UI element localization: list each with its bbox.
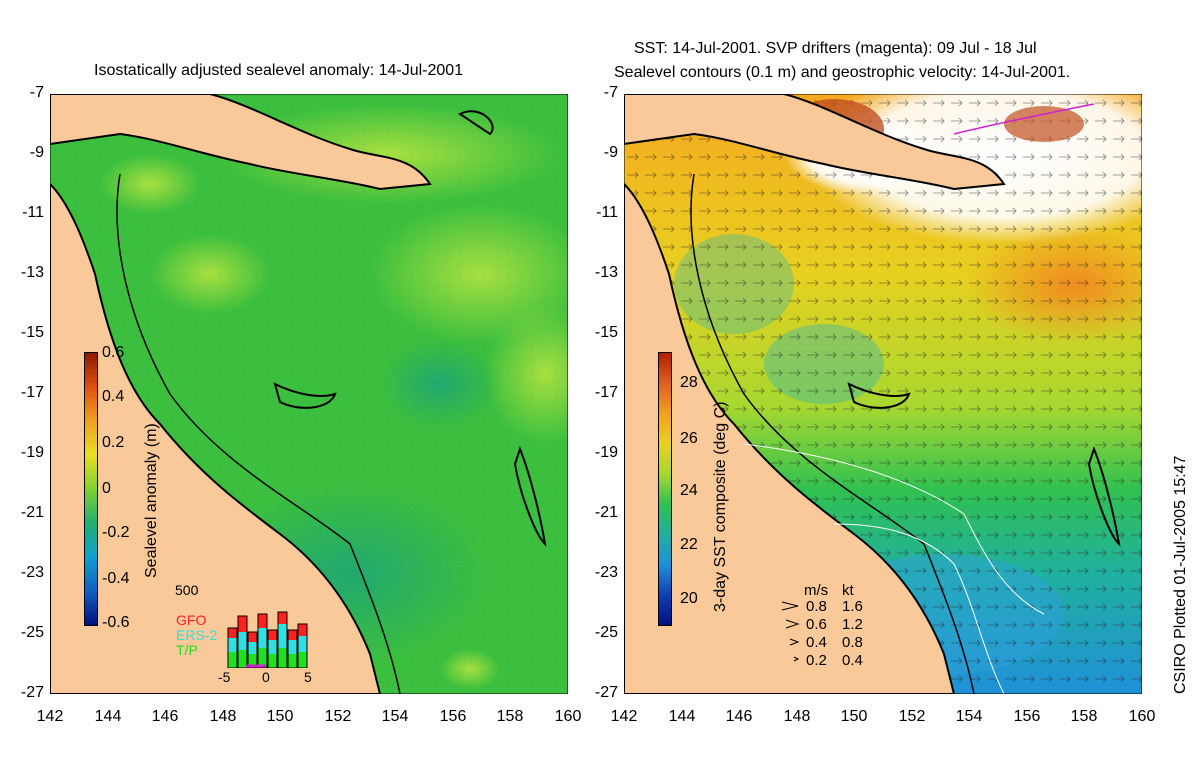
colorbar-tick: 0 <box>102 480 111 497</box>
colorbar-tick: 0.2 <box>102 434 125 451</box>
velocity-key-kt: 0.4 <box>842 652 863 669</box>
x-tick-label: 144 <box>94 708 122 725</box>
y-tick-label: -17 <box>594 384 618 401</box>
velocity-key-kt: 0.8 <box>842 634 863 651</box>
x-tick-label: 148 <box>209 708 237 725</box>
y-tick-label: -13 <box>20 264 44 281</box>
velocity-key-ms: 0.2 <box>806 652 827 669</box>
y-tick-label: -9 <box>29 144 44 161</box>
histogram-xtick: -5 <box>218 669 231 685</box>
velocity-key-header-ms: m/s <box>804 582 829 599</box>
velocity-key-ms: 0.6 <box>806 616 827 633</box>
y-tick-label: -27 <box>594 684 618 701</box>
right-panel-title-line1: SST: 14-Jul-2001. SVP drifters (magenta)… <box>634 40 1037 57</box>
y-tick-label: -17 <box>20 384 44 401</box>
x-tick-label: 158 <box>496 708 524 725</box>
y-tick-label: -25 <box>594 624 618 641</box>
y-tick-label: -7 <box>603 84 618 101</box>
colorbar-tick: 24 <box>680 482 698 499</box>
left-panel-title: Isostatically adjusted sealevel anomaly:… <box>94 62 464 79</box>
colorbar-tick: 0.6 <box>102 344 125 361</box>
colorbar-tick: 22 <box>680 536 698 553</box>
sst-colorbar <box>658 352 672 626</box>
x-tick-label: 150 <box>266 708 294 725</box>
y-tick-label: -19 <box>20 444 44 461</box>
x-tick-label: 142 <box>610 708 638 725</box>
y-tick-label: -11 <box>22 204 44 221</box>
velocity-key-kt: 1.6 <box>842 598 863 615</box>
y-tick-label: -21 <box>594 504 618 521</box>
colorbar-tick: -0.2 <box>102 524 130 541</box>
y-tick-label: -15 <box>594 324 618 341</box>
x-tick-label: 158 <box>1070 708 1098 725</box>
sst-colorbar-label: 3-day SST composite (deg C) <box>712 401 729 612</box>
colorbar-tick: 28 <box>680 374 698 391</box>
legend-gfo: GFO <box>176 612 207 628</box>
velocity-key-header-kt: kt <box>842 582 854 599</box>
histogram-xtick: 5 <box>304 669 312 685</box>
x-tick-label: 156 <box>1013 708 1041 725</box>
y-tick-label: -21 <box>20 504 44 521</box>
velocity-key-ms: 0.8 <box>806 598 827 615</box>
sealevel-colorbar-label: Sealevel anomaly (m) <box>143 423 160 578</box>
legend-ers2: ERS-2 <box>176 627 218 643</box>
y-tick-label: -11 <box>596 204 618 221</box>
x-tick-label: 152 <box>324 708 352 725</box>
velocity-key-ms: 0.4 <box>806 634 827 651</box>
x-tick-label: 154 <box>381 708 409 725</box>
y-tick-label: -27 <box>20 684 44 701</box>
x-tick-label: 152 <box>898 708 926 725</box>
x-tick-label: 148 <box>783 708 811 725</box>
y-tick-label: -25 <box>20 624 44 641</box>
histogram-ymax-label: 500 <box>175 582 199 598</box>
velocity-key-kt: 1.2 <box>842 616 863 633</box>
y-tick-label: -13 <box>594 264 618 281</box>
x-tick-label: 146 <box>725 708 753 725</box>
colorbar-tick: -0.4 <box>102 570 130 587</box>
y-tick-label: -9 <box>603 144 618 161</box>
x-tick-label: 146 <box>151 708 179 725</box>
y-tick-label: -23 <box>20 564 44 581</box>
colorbar-tick: -0.6 <box>102 614 130 631</box>
x-tick-label: 154 <box>955 708 983 725</box>
right-panel-title-line2: Sealevel contours (0.1 m) and geostrophi… <box>614 64 1071 81</box>
x-tick-label: 156 <box>439 708 467 725</box>
histogram-xtick: 0 <box>262 669 270 685</box>
sst-composite-map <box>624 94 1142 694</box>
x-tick-label: 144 <box>668 708 696 725</box>
x-tick-label: 160 <box>1128 708 1156 725</box>
y-tick-label: -7 <box>29 84 44 101</box>
y-tick-label: -19 <box>594 444 618 461</box>
x-tick-label: 150 <box>840 708 868 725</box>
x-tick-label: 160 <box>554 708 582 725</box>
velocity-key-arrows <box>781 601 800 662</box>
satellite-histogram <box>227 611 308 668</box>
sealevel-colorbar <box>84 352 98 626</box>
y-tick-label: -15 <box>20 324 44 341</box>
sealevel-anomaly-map <box>50 94 568 694</box>
plot-credit: CSIRO Plotted 01-Jul-2005 15:47 <box>1172 455 1189 694</box>
colorbar-tick: 20 <box>680 590 698 607</box>
x-tick-label: 142 <box>36 708 64 725</box>
legend-tp: T/P <box>176 642 198 658</box>
colorbar-tick: 26 <box>680 430 698 447</box>
colorbar-tick: 0.4 <box>102 388 125 405</box>
y-tick-label: -23 <box>594 564 618 581</box>
